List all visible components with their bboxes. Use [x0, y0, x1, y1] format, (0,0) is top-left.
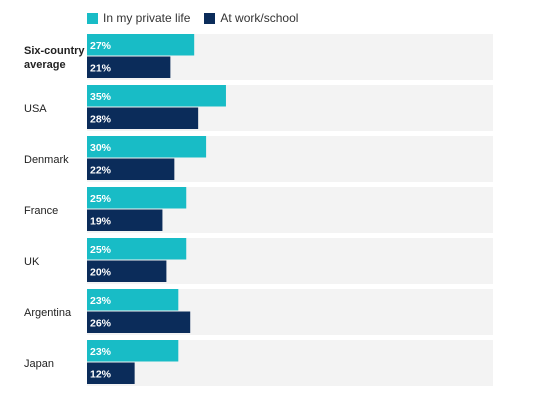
legend-label-private-life: In my private life	[103, 11, 191, 25]
category-label: UK	[24, 256, 40, 268]
bar-work-school	[87, 158, 175, 180]
legend-item-private-life: In my private life	[87, 11, 190, 25]
category-label: Denmark	[24, 154, 69, 166]
category-label: Argentina	[24, 307, 72, 319]
legend-item-work-school: At work/school	[204, 11, 298, 25]
data-label: 25%	[90, 244, 112, 256]
category-label: France	[24, 205, 58, 217]
category-label: Six-country average	[24, 45, 85, 71]
bar-private-life	[87, 34, 195, 56]
data-label: 27%	[90, 40, 112, 52]
data-label: 28%	[90, 113, 112, 125]
bar-work-school	[87, 209, 163, 231]
bar-work-school	[87, 311, 191, 333]
bar-work-school	[87, 107, 199, 129]
category-label: Japan	[24, 358, 54, 370]
data-label: 35%	[90, 91, 112, 103]
data-label: 22%	[90, 164, 112, 176]
bar-private-life	[87, 136, 207, 158]
data-label: 26%	[90, 317, 112, 329]
bar-private-life	[87, 187, 187, 209]
data-label: 21%	[90, 62, 112, 74]
data-label: 12%	[90, 368, 112, 380]
category-label: USA	[24, 103, 47, 115]
data-label: 25%	[90, 193, 112, 205]
data-label: 23%	[90, 346, 112, 358]
data-label: 19%	[90, 215, 112, 227]
data-label: 23%	[90, 295, 112, 307]
bar-private-life	[87, 238, 187, 260]
bar-private-life	[87, 340, 179, 362]
legend-swatch-work-school	[204, 12, 216, 24]
bar-work-school	[87, 260, 167, 282]
data-label: 20%	[90, 266, 112, 278]
bar-work-school	[87, 362, 135, 384]
legend: In my private life At work/school	[87, 11, 298, 25]
bar-work-school	[87, 56, 171, 78]
bar-private-life	[87, 289, 179, 311]
data-label: 30%	[90, 142, 112, 154]
bar-private-life	[87, 85, 226, 107]
legend-label-work-school: At work/school	[220, 11, 299, 25]
legend-swatch-private-life	[87, 12, 98, 24]
